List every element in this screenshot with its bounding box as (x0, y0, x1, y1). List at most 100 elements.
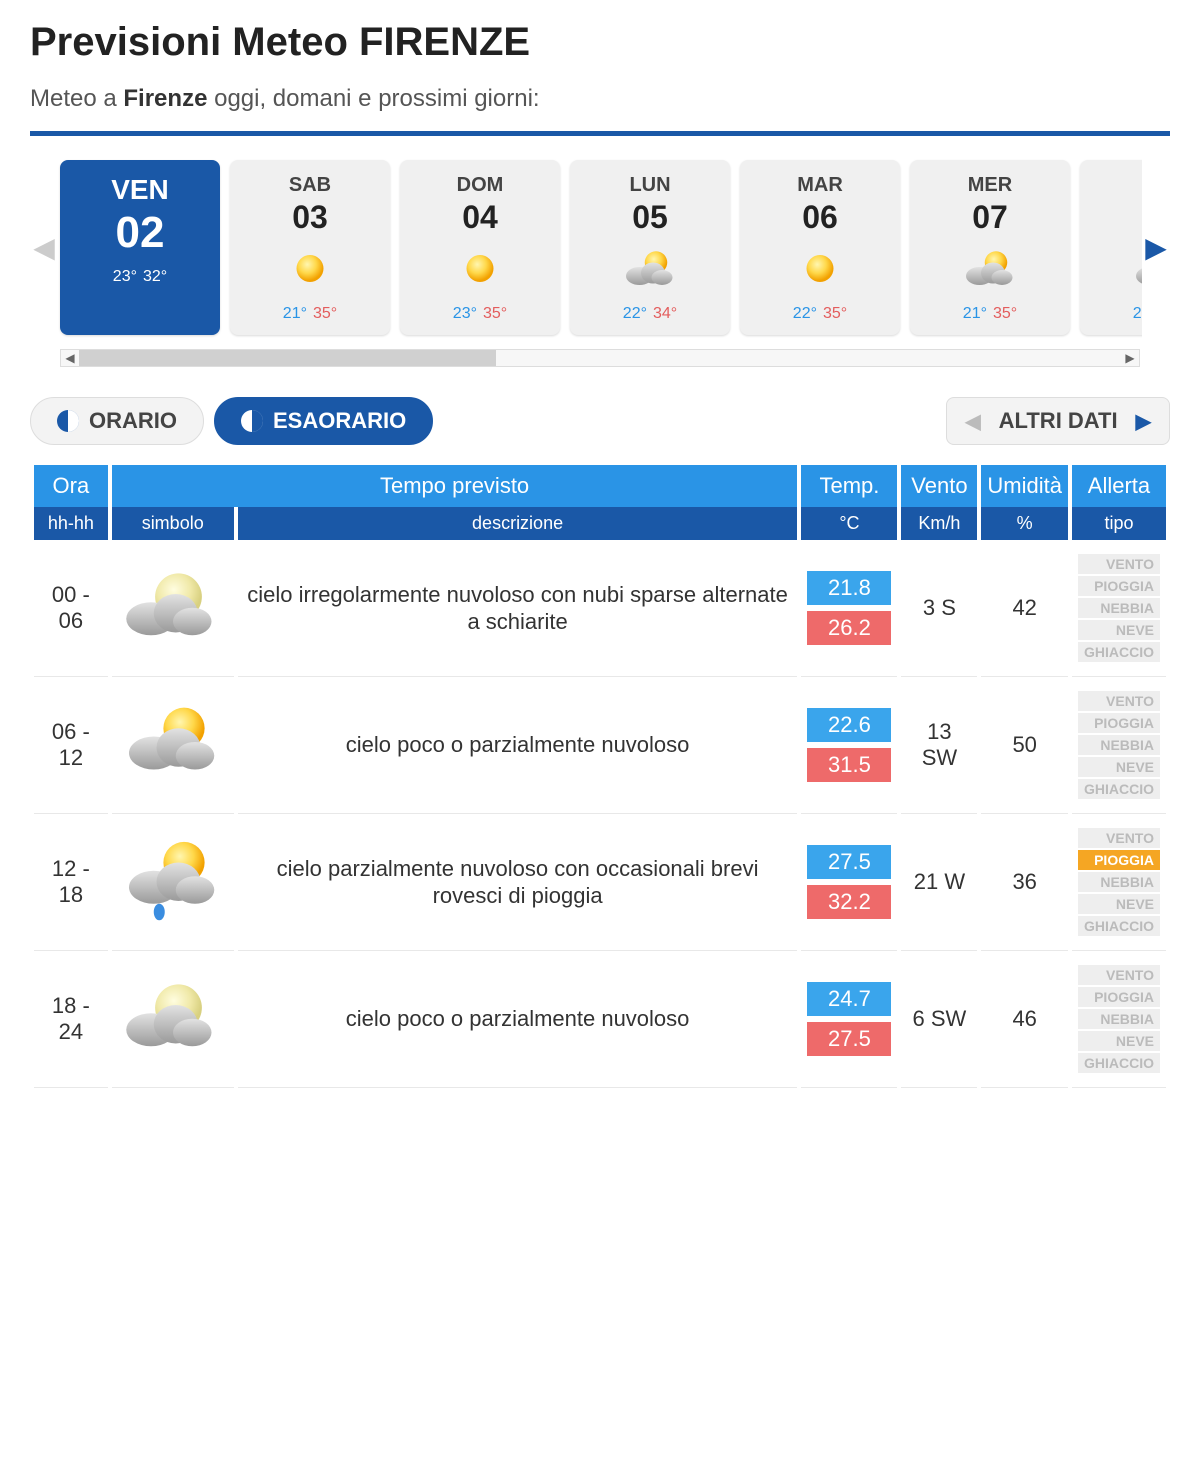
col-temp: Temp. (801, 465, 897, 507)
day-number: 02 (64, 208, 216, 258)
days-prev-arrow[interactable]: ◀ (30, 228, 58, 268)
alert-pioggia: PIOGGIA (1078, 850, 1160, 870)
day-card-lun[interactable]: LUN 05 22°34° (570, 160, 730, 335)
alert-nebbia: NEBBIA (1078, 1009, 1160, 1029)
col-umidita: Umidità (981, 465, 1068, 507)
temp-lo: 22.6 (807, 708, 891, 742)
cell-icon (112, 814, 234, 951)
scrollbar-track[interactable] (79, 350, 1121, 366)
tab-esaorario[interactable]: ESAORARIO (214, 397, 433, 445)
weather-icon (744, 246, 896, 299)
chevron-right-icon: ▶ (1136, 409, 1151, 434)
day-number: 06 (744, 199, 896, 236)
day-weekday: GIO (1084, 174, 1142, 197)
days-scrollbar[interactable]: ◀ ▶ (60, 349, 1140, 367)
page-subtitle: Meteo a Firenze oggi, domani e prossimi … (30, 85, 1170, 113)
forecast-table: Ora Tempo previsto Temp. Vento Umidità A… (30, 465, 1170, 1088)
day-number: 04 (404, 199, 556, 236)
day-temps: 23° 35° (404, 305, 556, 323)
day-temp-lo: 22° (793, 305, 817, 322)
cell-desc: cielo irregolarmente nuvoloso con nubi s… (238, 540, 798, 677)
day-temp-lo: 23° (453, 305, 477, 322)
alert-neve: NEVE (1078, 757, 1160, 777)
alert-ghiaccio: GHIACCIO (1078, 642, 1160, 662)
day-temp-hi: 35° (993, 305, 1017, 322)
temp-lo: 21.8 (807, 571, 891, 605)
clock-icon (57, 410, 79, 432)
cell-time: 18 - 24 (34, 951, 108, 1088)
day-temps: 21°35° (914, 305, 1066, 323)
cell-icon (112, 540, 234, 677)
day-card-mar[interactable]: MAR 06 22°35° (740, 160, 900, 335)
cell-icon (112, 677, 234, 814)
alert-neve: NEVE (1078, 894, 1160, 914)
day-temps: 22°35° (744, 305, 896, 323)
alert-pioggia: PIOGGIA (1078, 713, 1160, 733)
tab-esaorario-label: ESAORARIO (273, 408, 406, 434)
day-weekday: MER (914, 174, 1066, 197)
cell-humidity: 36 (981, 814, 1068, 951)
cell-temp: 22.6 31.5 (801, 677, 897, 814)
temp-hi: 31.5 (807, 748, 891, 782)
day-card-dom[interactable]: DOM 04 23° 35° (400, 160, 560, 335)
day-weekday: SAB (234, 174, 386, 197)
day-temps: 23°32° (64, 268, 216, 286)
scrollbar-thumb[interactable] (79, 350, 496, 366)
day-card-gio[interactable]: GIO 08 22°32° (1080, 160, 1142, 335)
temp-hi: 26.2 (807, 611, 891, 645)
day-number: 08 (1084, 199, 1142, 236)
day-weekday: DOM (404, 174, 556, 197)
day-card-ven[interactable]: VEN 02 23°32° (60, 160, 220, 335)
table-row: 06 - 12 cielo poco o parzialmente nuvolo… (34, 677, 1166, 814)
sub-vento: Km/h (901, 507, 977, 540)
day-weekday: LUN (574, 174, 726, 197)
alert-ghiaccio: GHIACCIO (1078, 779, 1160, 799)
sub-temp: °C (801, 507, 897, 540)
cell-time: 06 - 12 (34, 677, 108, 814)
day-temp-hi: 34° (653, 305, 677, 322)
cell-desc: cielo poco o parzialmente nuvoloso (238, 951, 798, 1088)
alert-nebbia: NEBBIA (1078, 872, 1160, 892)
cell-wind: 21 W (901, 814, 977, 951)
weather-icon (1084, 246, 1142, 299)
tabs-row: ORARIO ESAORARIO ◀ ALTRI DATI ▶ (30, 397, 1170, 445)
day-weekday: MAR (744, 174, 896, 197)
scrollbar-right-arrow[interactable]: ▶ (1121, 351, 1139, 365)
weather-icon (404, 246, 556, 299)
altri-dati-button[interactable]: ◀ ALTRI DATI ▶ (946, 397, 1170, 445)
scrollbar-left-arrow[interactable]: ◀ (61, 351, 79, 365)
temp-lo: 24.7 (807, 982, 891, 1016)
tab-orario[interactable]: ORARIO (30, 397, 204, 445)
day-number: 07 (914, 199, 1066, 236)
alert-vento: VENTO (1078, 554, 1160, 574)
day-card-mer[interactable]: MER 07 21°35° (910, 160, 1070, 335)
sub-umidita: % (981, 507, 1068, 540)
clock-icon (241, 410, 263, 432)
cell-temp: 21.8 26.2 (801, 540, 897, 677)
cell-humidity: 50 (981, 677, 1068, 814)
weather-icon (574, 246, 726, 299)
cell-wind: 3 S (901, 540, 977, 677)
tab-orario-label: ORARIO (89, 408, 177, 434)
col-allerta: Allerta (1072, 465, 1166, 507)
alert-neve: NEVE (1078, 1031, 1160, 1051)
alert-vento: VENTO (1078, 965, 1160, 985)
days-next-arrow[interactable]: ▶ (1142, 228, 1170, 268)
day-number: 05 (574, 199, 726, 236)
sub-allerta: tipo (1072, 507, 1166, 540)
day-card-sab[interactable]: SAB 03 21°35° (230, 160, 390, 335)
weather-icon (914, 246, 1066, 299)
day-temp-hi: 35° (483, 305, 507, 322)
cell-desc: cielo poco o parzialmente nuvoloso (238, 677, 798, 814)
cell-wind: 13 SW (901, 677, 977, 814)
cell-humidity: 46 (981, 951, 1068, 1088)
day-weekday: VEN (64, 174, 216, 206)
cell-icon (112, 951, 234, 1088)
alert-vento: VENTO (1078, 691, 1160, 711)
divider (30, 131, 1170, 136)
day-temps: 21°35° (234, 305, 386, 323)
day-temps: 22°32° (1084, 305, 1142, 323)
alert-nebbia: NEBBIA (1078, 735, 1160, 755)
cell-wind: 6 SW (901, 951, 977, 1088)
sub-descrizione: descrizione (238, 507, 798, 540)
